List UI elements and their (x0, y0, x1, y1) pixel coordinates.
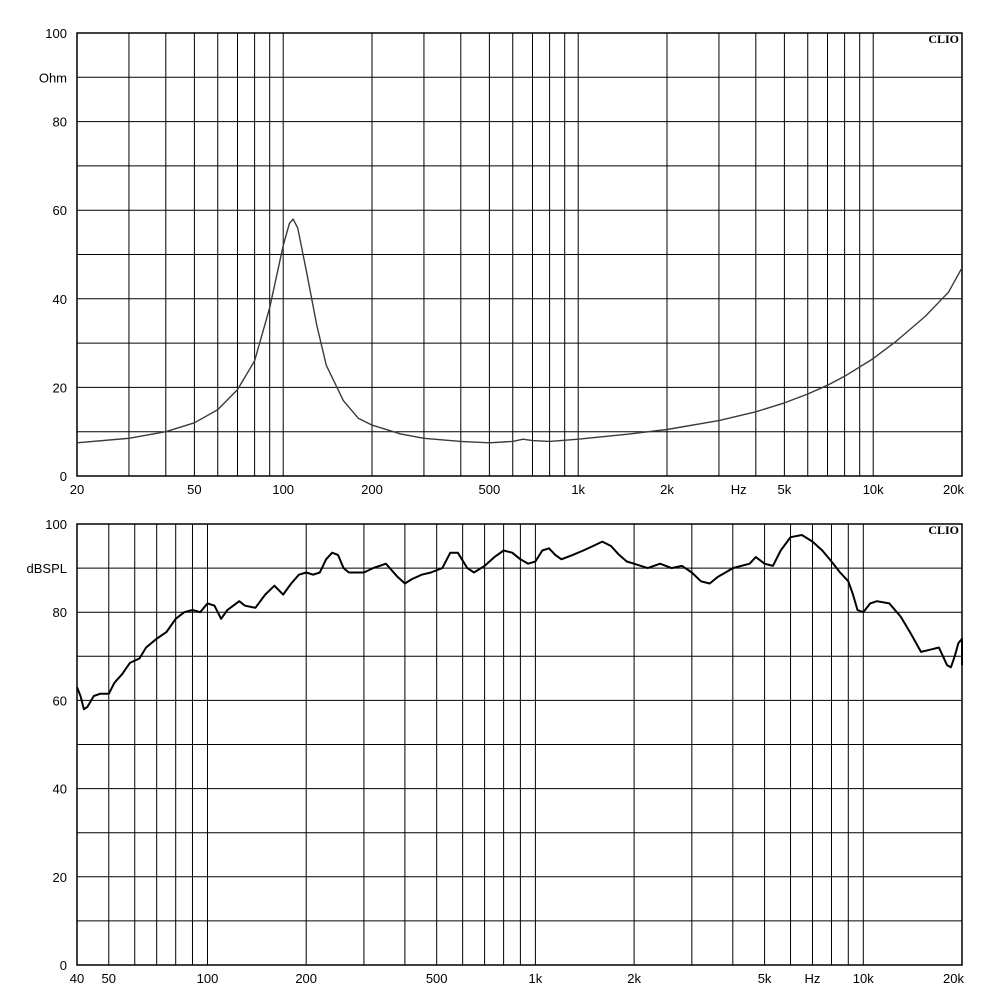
x-tick-label: 200 (295, 971, 317, 986)
x-tick-label: 500 (479, 482, 501, 497)
x-tick-label: 2k (627, 971, 641, 986)
x-tick-label: 100 (272, 482, 294, 497)
impedance-curve (76, 218, 963, 444)
x-tick-label: 500 (426, 971, 448, 986)
x-tick-label: 20k (943, 971, 964, 986)
x-tick-label: 50 (187, 482, 201, 497)
y-tick-label: 0 (60, 958, 67, 973)
y-axis-label: dBSPL (27, 561, 67, 576)
y-tick-label: 0 (60, 469, 67, 484)
x-tick-label: 40 (70, 971, 84, 986)
x-tick-label: 50 (102, 971, 116, 986)
y-axis-label: Ohm (39, 70, 67, 85)
x-tick-label: 10k (863, 482, 884, 497)
x-tick-label: 100 (197, 971, 219, 986)
y-tick-label: 80 (53, 605, 67, 620)
y-tick-label: 100 (45, 26, 67, 41)
y-tick-label: 100 (45, 517, 67, 532)
y-tick-label: 60 (53, 203, 67, 218)
x-tick-label: 10k (853, 971, 874, 986)
spl-curve (76, 534, 963, 711)
x-tick-label: 20k (943, 482, 964, 497)
x-tick-label: 1k (571, 482, 585, 497)
x-tick-label: 200 (361, 482, 383, 497)
x-axis-label: Hz (731, 482, 747, 497)
y-tick-label: 40 (53, 782, 67, 797)
y-tick-label: 40 (53, 292, 67, 307)
x-tick-label: 5k (778, 482, 792, 497)
x-tick-label: 2k (660, 482, 674, 497)
plot-frame (76, 32, 963, 477)
y-tick-label: 80 (53, 115, 67, 130)
x-axis-label: Hz (805, 971, 821, 986)
brand-logo: CLIO (928, 523, 959, 537)
plot-frame (76, 523, 963, 966)
y-tick-label: 60 (53, 693, 67, 708)
y-tick-label: 20 (53, 870, 67, 885)
spl-chart: 0 20 40 60 80 100 dBSPL 40 50 100 200 500 1k 2k 5k 10k 2… (27, 517, 965, 986)
x-tick-label: 20 (70, 482, 84, 497)
y-tick-label: 20 (53, 380, 67, 395)
x-tick-label: 5k (758, 971, 772, 986)
x-tick-label: 1k (529, 971, 543, 986)
brand-logo: CLIO (928, 32, 959, 46)
